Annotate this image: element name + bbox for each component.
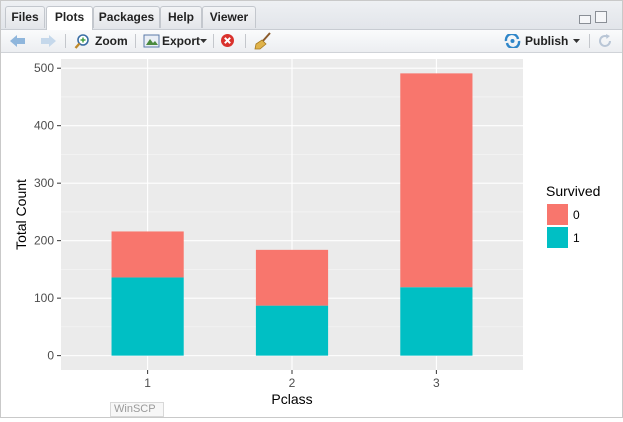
tab-files[interactable]: Files [5, 6, 45, 28]
legend-label-0: 0 [573, 208, 580, 222]
toolbar-separator [135, 34, 136, 48]
chevron-down-icon[interactable] [200, 39, 207, 44]
winscp-taskbar-button[interactable]: WinSCP [110, 402, 164, 417]
back-arrow-icon[interactable] [9, 34, 27, 48]
legend-label-1: 1 [573, 231, 580, 245]
bar-class-3-survived-0 [400, 73, 473, 288]
forward-arrow-icon[interactable] [39, 34, 57, 48]
export-button[interactable]: Export [162, 34, 201, 48]
bar-class-3-survived-1 [400, 287, 473, 356]
refresh-icon[interactable] [597, 33, 613, 49]
clear-all-broom-icon[interactable] [254, 32, 272, 50]
tab-packages[interactable]: Packages [93, 6, 160, 28]
bar-class-2-survived-0 [255, 249, 329, 306]
publish-button[interactable]: Publish [525, 34, 569, 48]
publish-icon [504, 34, 521, 48]
zoom-icon [74, 34, 89, 49]
export-icon [143, 34, 160, 48]
chevron-down-icon[interactable] [573, 39, 580, 44]
tab-plots[interactable]: Plots [46, 6, 93, 30]
legend-key-0 [547, 204, 568, 225]
x-axis-title: Pclass [271, 391, 312, 407]
tab-viewer[interactable]: Viewer [202, 6, 256, 28]
x-tick-label: 2 [289, 376, 296, 390]
y-tick-label: 200 [34, 234, 54, 248]
toolbar-separator [245, 34, 246, 48]
toolbar-separator [65, 34, 66, 48]
legend-key-1 [547, 227, 568, 248]
bar-class-1-survived-0 [111, 231, 184, 278]
x-tick-label: 3 [433, 376, 440, 390]
y-tick-label: 300 [34, 176, 54, 190]
y-tick-label: 100 [34, 291, 54, 305]
plot-canvas: 0 100 200 300 400 500 1 2 3 Pclass Total Count Surv… [1, 53, 622, 417]
stacked-bar-chart: 0 100 200 300 400 500 1 2 3 Pclass Total Count Surv… [13, 59, 600, 407]
remove-plot-icon[interactable] [220, 33, 235, 48]
y-axis-title: Total Count [13, 179, 29, 250]
y-tick-label: 400 [34, 119, 54, 133]
toolbar-separator [213, 34, 214, 48]
bar-class-2-survived-1 [255, 305, 329, 356]
legend-title: Survived [546, 183, 600, 199]
plots-toolbar: Zoom Export Publish [1, 30, 622, 53]
toolbar-separator [589, 34, 590, 48]
minimize-pane-icon[interactable] [579, 15, 591, 24]
tab-help[interactable]: Help [160, 6, 202, 28]
y-tick-label: 500 [34, 61, 54, 75]
maximize-pane-icon[interactable] [595, 11, 607, 23]
bar-class-1-survived-1 [111, 277, 184, 356]
x-tick-label: 1 [144, 376, 151, 390]
pane-tab-bar: Files Plots Packages Help Viewer [1, 1, 622, 30]
y-tick-label: 0 [47, 349, 54, 363]
zoom-button[interactable]: Zoom [95, 34, 128, 48]
